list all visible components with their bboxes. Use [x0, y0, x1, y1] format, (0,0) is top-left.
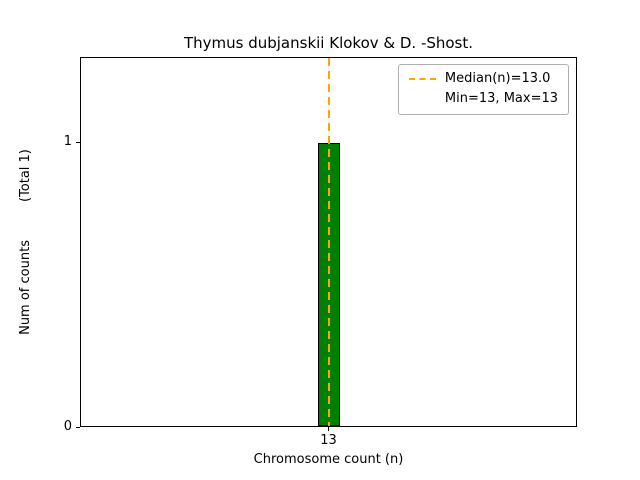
median-line — [327, 58, 330, 426]
legend: Median(n)=13.0 Min=13, Max=13 — [397, 64, 569, 115]
y-tick-label: 1 — [63, 134, 72, 150]
chart-title: Thymus dubjanskii Klokov & D. -Shost. — [183, 34, 474, 52]
y-axis-label-main: Num of counts — [17, 240, 33, 335]
y-tick-label: 0 — [63, 419, 72, 434]
x-tick-label: 13 — [320, 433, 337, 448]
y-axis-label: Num of counts (Total 1) — [16, 57, 34, 427]
x-tick-mark — [328, 427, 329, 431]
legend-minmax-label: Min=13, Max=13 — [444, 90, 558, 106]
y-axis-label-total: (Total 1) — [17, 149, 33, 203]
legend-row-minmax: Min=13, Max=13 — [409, 90, 558, 107]
dashed-line-icon — [408, 78, 436, 81]
x-axis-label: Chromosome count (n) — [253, 452, 404, 467]
plot-area: Median(n)=13.0 Min=13, Max=13 — [80, 57, 577, 427]
legend-row-median: Median(n)=13.0 — [408, 71, 558, 87]
y-tick-mark — [76, 426, 80, 428]
y-tick-mark — [76, 141, 80, 143]
legend-median-label: Median(n)=13.0 — [444, 71, 551, 86]
legend-handle-spacer — [409, 98, 436, 100]
